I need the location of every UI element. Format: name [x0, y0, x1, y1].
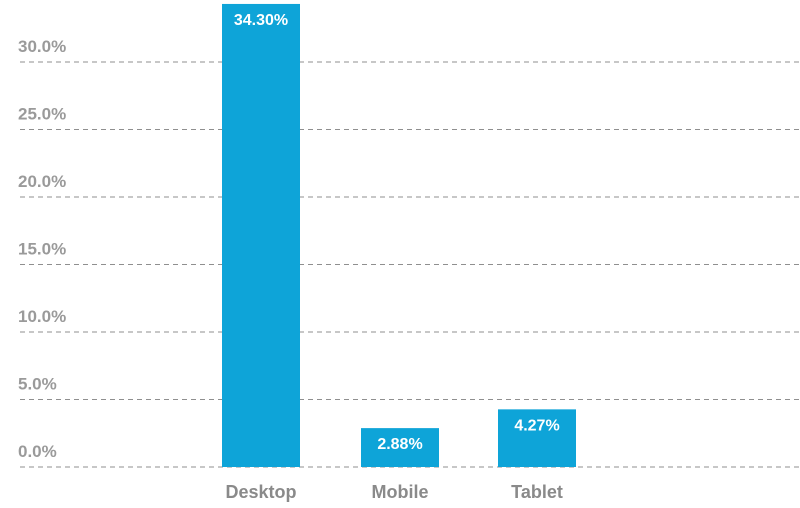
x-axis-category-labels: Desktop Mobile Tablet [225, 482, 562, 502]
y-tick-label: 25.0% [18, 105, 66, 124]
y-tick-label: 15.0% [18, 240, 66, 259]
data-labels: 34.30% 2.88% 4.27% [234, 12, 560, 453]
bar-tablet [498, 409, 576, 467]
bars [222, 3, 576, 467]
y-tick-label: 10.0% [18, 307, 66, 326]
x-category-label-mobile: Mobile [372, 482, 429, 502]
gridlines [20, 61, 800, 468]
y-tick-label: 20.0% [18, 172, 66, 191]
y-axis-tick-labels: 0.0% 5.0% 10.0% 15.0% 20.0% 25.0% 30.0% [18, 37, 66, 461]
x-category-label-desktop: Desktop [225, 482, 296, 502]
bar-desktop [222, 3, 300, 467]
bar-mobile [361, 428, 439, 467]
data-label-mobile: 2.88% [377, 436, 422, 453]
y-tick-label: 5.0% [18, 375, 57, 394]
data-label-tablet: 4.27% [514, 417, 559, 434]
x-category-label-tablet: Tablet [511, 482, 563, 502]
y-tick-label: 0.0% [18, 442, 57, 461]
y-tick-label: 30.0% [18, 37, 66, 56]
data-label-desktop: 34.30% [234, 12, 288, 29]
